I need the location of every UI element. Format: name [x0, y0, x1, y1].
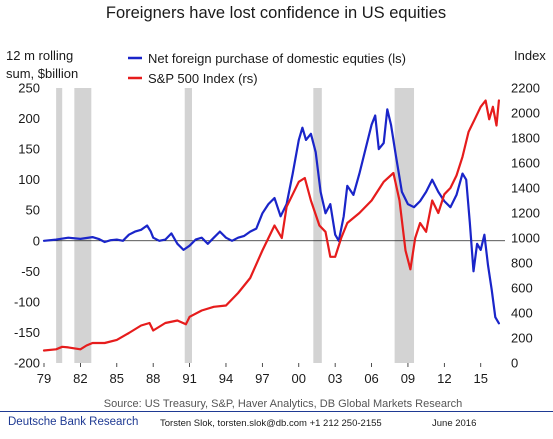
x-tick-label: 00 — [292, 371, 306, 386]
recession-band — [184, 88, 193, 363]
y-tick-label-left: -50 — [21, 264, 40, 279]
y-axis-label-left-line1: 12 m rolling — [6, 48, 73, 63]
recession-band — [394, 88, 415, 363]
y-tick-label-right: 1000 — [511, 231, 540, 246]
y-tick-label-left: 200 — [18, 111, 40, 126]
y-tick-label-left: 50 — [26, 203, 40, 218]
y-tick-label-left: -150 — [14, 325, 40, 340]
recession-band — [74, 88, 92, 363]
footer-date: June 2016 — [432, 418, 477, 429]
y-tick-label-right: 800 — [511, 256, 533, 271]
recession-band — [313, 88, 322, 363]
y-axis-label-right: Index — [514, 48, 546, 63]
y-tick-label-right: 600 — [511, 281, 533, 296]
series-lines — [42, 99, 500, 352]
chart-title: Foreigners have lost confidence in US eq… — [106, 4, 446, 22]
y-axis-label-left-line2: sum, $billion — [6, 66, 78, 81]
x-tick-label: 97 — [255, 371, 269, 386]
y-tick-label-left: -200 — [14, 356, 40, 371]
legend-label-net-foreign: Net foreign purchase of domestic equties… — [148, 51, 406, 66]
footer-brand: Deutsche Bank Research — [8, 416, 139, 428]
y-tick-label-right: 1400 — [511, 181, 540, 196]
y-axis-right: 0 200 400 600 800 1000 1200 1400 1600 1800 2000 220… — [511, 81, 540, 371]
y-axis-left: -200 -150 -100 -50 0 50 100 150 200 250 — [14, 81, 40, 371]
x-tick-label: 85 — [110, 371, 124, 386]
x-tick-label: 06 — [364, 371, 378, 386]
y-tick-label-left: 250 — [18, 81, 40, 96]
y-tick-label-right: 1600 — [511, 156, 540, 171]
x-tick-label: 88 — [146, 371, 160, 386]
series-line-net-foreign — [42, 108, 500, 325]
chart-source: Source: US Treasury, S&P, Haver Analytic… — [104, 398, 462, 410]
y-tick-label-left: -100 — [14, 294, 40, 309]
x-tick-label: 15 — [474, 371, 488, 386]
y-tick-label-right: 0 — [511, 356, 518, 371]
x-tick-label: 79 — [37, 371, 51, 386]
y-tick-label-right: 400 — [511, 306, 533, 321]
x-tick-label: 09 — [401, 371, 415, 386]
y-tick-label-left: 100 — [18, 172, 40, 187]
y-tick-label-left: 150 — [18, 142, 40, 157]
y-tick-label-right: 1800 — [511, 131, 540, 146]
legend-label-sp500: S&P 500 Index (rs) — [148, 71, 258, 86]
recession-bands — [56, 88, 415, 363]
legend: Net foreign purchase of domestic equties… — [128, 51, 406, 86]
x-tick-label: 91 — [182, 371, 196, 386]
x-tick-label: 82 — [73, 371, 87, 386]
y-tick-label-right: 2200 — [511, 81, 540, 96]
x-tick-label: 94 — [219, 371, 233, 386]
footer-rule — [0, 411, 553, 412]
series-line-sp500 — [42, 99, 500, 352]
y-tick-label-right: 1200 — [511, 206, 540, 221]
x-axis: 79 82 85 88 91 94 97 00 03 06 09 12 15 — [37, 363, 488, 386]
footer-author: Torsten Slok, torsten.slok@db.com +1 212… — [160, 418, 382, 429]
y-tick-label-right: 200 — [511, 331, 533, 346]
y-tick-label-right: 2000 — [511, 106, 540, 121]
recession-band — [56, 88, 63, 363]
x-tick-label: 12 — [437, 371, 451, 386]
y-tick-label-left: 0 — [33, 233, 40, 248]
x-tick-label: 03 — [328, 371, 342, 386]
